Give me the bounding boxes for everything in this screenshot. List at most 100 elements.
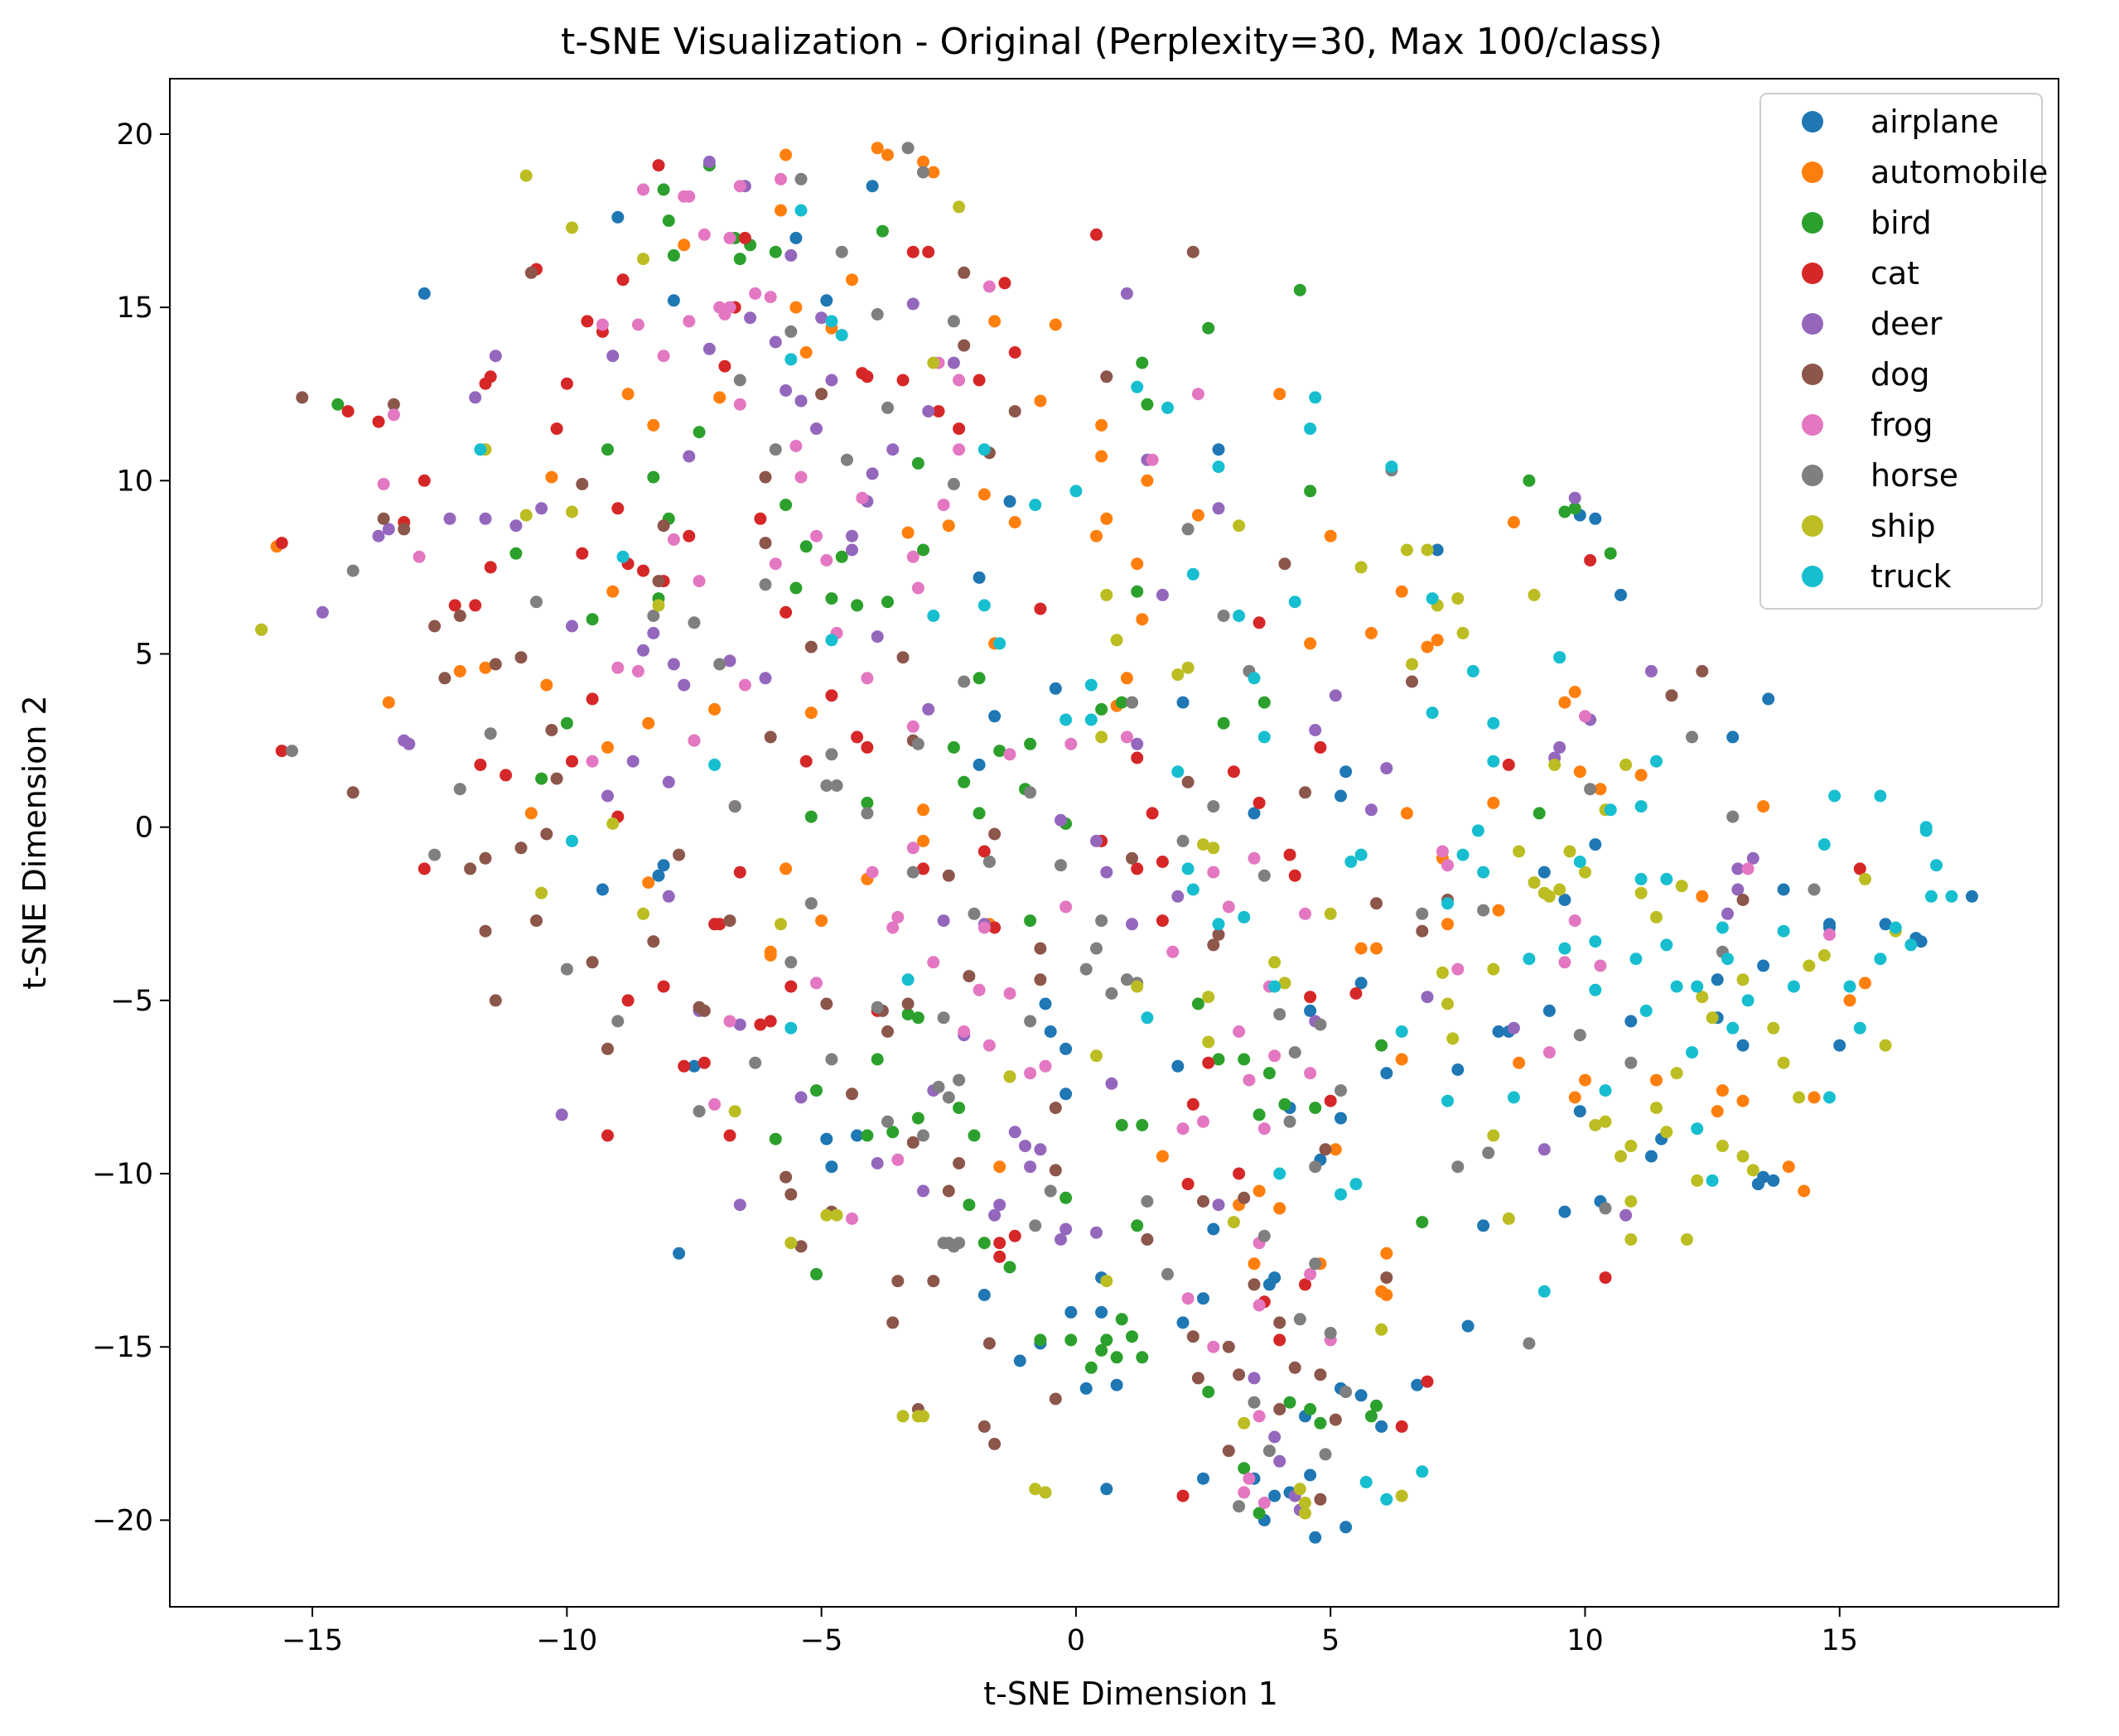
- point-horse-85: [1584, 783, 1597, 796]
- point-frog-93: [810, 976, 823, 990]
- point-deer-89: [937, 914, 950, 928]
- legend-entries: airplane automobile bird cat deer dog frog hors…: [1802, 104, 2048, 595]
- point-frog-31: [856, 491, 869, 504]
- point-dog-6: [438, 672, 451, 685]
- point-airplane-43: [1451, 1063, 1465, 1076]
- point-automobile-98: [764, 949, 777, 962]
- point-dog-65: [1049, 1164, 1062, 1177]
- point-dog-1: [346, 786, 360, 799]
- point-airplane-4: [820, 294, 833, 307]
- point-horse-42: [937, 1011, 950, 1025]
- point-deer-32: [846, 543, 858, 557]
- point-bird-91: [1060, 1191, 1073, 1204]
- x-tick-label: −10: [536, 1624, 597, 1657]
- point-automobile-9: [621, 388, 635, 401]
- point-ship-62: [1624, 1195, 1638, 1208]
- point-truck-43: [1416, 1465, 1429, 1478]
- point-frog-0: [377, 478, 390, 490]
- legend: airplane automobile bird cat deer dog frog hors…: [1759, 93, 2048, 610]
- point-bird-80: [911, 1011, 924, 1025]
- point-truck-53: [1487, 755, 1500, 768]
- point-ship-88: [1528, 588, 1541, 601]
- point-deer-58: [1212, 502, 1225, 515]
- point-frog-84: [1558, 956, 1571, 969]
- point-automobile-1: [382, 696, 395, 709]
- point-airplane-95: [1823, 918, 1836, 931]
- point-frog-49: [1003, 987, 1016, 1000]
- point-automobile-64: [1711, 1105, 1724, 1118]
- point-cat-74: [1253, 796, 1266, 809]
- point-automobile-57: [1558, 696, 1571, 709]
- point-airplane-73: [1268, 1489, 1282, 1502]
- point-automobile-3: [479, 661, 492, 674]
- point-dog-31: [764, 731, 777, 744]
- point-bird-15: [733, 253, 746, 266]
- point-truck-11: [927, 610, 940, 622]
- y-tick-label: −15: [92, 1331, 153, 1364]
- point-truck-5: [794, 204, 808, 217]
- point-cat-65: [1186, 1097, 1199, 1111]
- point-truck-27: [1233, 610, 1246, 622]
- point-frog-99: [927, 956, 940, 969]
- point-frog-70: [1304, 1267, 1317, 1280]
- point-dog-90: [1406, 675, 1418, 688]
- point-truck-48: [1456, 848, 1470, 861]
- point-dog-45: [901, 997, 915, 1010]
- point-cat-60: [1146, 807, 1159, 820]
- point-dog-87: [1319, 1143, 1332, 1156]
- point-deer-93: [794, 1091, 808, 1104]
- point-cat-53: [993, 1250, 1006, 1263]
- legend-marker-ship: [1802, 515, 1823, 537]
- point-deer-5: [443, 512, 456, 525]
- point-deer-29: [810, 422, 823, 436]
- point-truck-88: [1945, 890, 1958, 903]
- point-automobile-24: [871, 142, 884, 155]
- point-ship-58: [1589, 1119, 1602, 1131]
- point-cat-27: [652, 159, 665, 172]
- point-horse-33: [911, 737, 924, 750]
- point-truck-99: [1686, 1046, 1698, 1059]
- point-cat-33: [718, 359, 731, 373]
- point-deer-90: [988, 1208, 1002, 1222]
- point-bird-39: [1115, 696, 1128, 709]
- y-tick-label: 10: [116, 465, 153, 498]
- point-automobile-77: [1441, 918, 1454, 931]
- point-bird-62: [1283, 1396, 1296, 1409]
- point-ship-97: [1395, 1489, 1408, 1502]
- point-truck-32: [1273, 1167, 1286, 1180]
- point-cat-18: [576, 547, 589, 560]
- point-horse-70: [1309, 1257, 1322, 1271]
- point-deer-14: [637, 644, 649, 657]
- point-bird-42: [1141, 398, 1154, 411]
- point-dog-57: [988, 1437, 1002, 1450]
- legend-marker-deer: [1802, 313, 1823, 335]
- point-deer-17: [667, 658, 680, 671]
- point-horse-23: [825, 748, 838, 761]
- point-horse-79: [1416, 907, 1429, 920]
- point-frog-11: [683, 315, 696, 328]
- point-dog-27: [697, 1004, 711, 1017]
- point-ship-20: [1090, 1049, 1103, 1063]
- point-bird-71: [1136, 1351, 1149, 1364]
- point-bird-52: [1278, 1097, 1291, 1111]
- point-automobile-97: [815, 914, 828, 928]
- point-automobile-63: [1696, 890, 1709, 903]
- point-dog-51: [942, 1184, 955, 1198]
- point-deer-95: [662, 890, 675, 903]
- point-deer-81: [1731, 883, 1745, 896]
- point-truck-1: [566, 834, 578, 847]
- point-cat-61: [1131, 862, 1144, 875]
- point-horse-62: [1217, 610, 1230, 622]
- point-automobile-82: [1375, 1285, 1388, 1298]
- point-ship-95: [652, 599, 665, 612]
- point-automobile-95: [917, 834, 929, 847]
- point-truck-63: [1599, 1084, 1612, 1097]
- point-automobile-44: [1191, 509, 1204, 522]
- point-airplane-36: [1110, 1378, 1123, 1391]
- point-ship-49: [1487, 962, 1500, 976]
- point-cat-29: [657, 980, 670, 993]
- point-horse-71: [1319, 1448, 1332, 1461]
- point-truck-60: [1589, 935, 1602, 948]
- point-automobile-40: [1090, 529, 1103, 542]
- point-cat-83: [1584, 554, 1597, 567]
